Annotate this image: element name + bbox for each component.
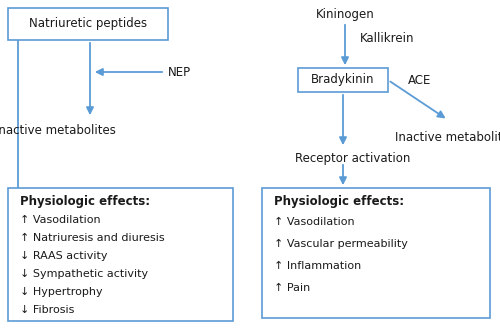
Text: ↑ Natriuresis and diuresis: ↑ Natriuresis and diuresis xyxy=(20,233,165,243)
Text: ↓ Fibrosis: ↓ Fibrosis xyxy=(20,305,74,315)
Text: Kallikrein: Kallikrein xyxy=(360,32,414,45)
Text: Physiologic effects:: Physiologic effects: xyxy=(20,196,150,208)
FancyBboxPatch shape xyxy=(8,188,233,321)
Text: ↓ Hypertrophy: ↓ Hypertrophy xyxy=(20,287,102,297)
Text: ↑ Pain: ↑ Pain xyxy=(274,283,310,293)
Text: ↑ Inflammation: ↑ Inflammation xyxy=(274,261,361,271)
Text: ↑ Vasodilation: ↑ Vasodilation xyxy=(20,215,100,225)
Text: ↑ Vasodilation: ↑ Vasodilation xyxy=(274,217,354,227)
Text: Kininogen: Kininogen xyxy=(316,8,374,21)
Text: ↑ Vascular permeability: ↑ Vascular permeability xyxy=(274,239,408,249)
Text: ↓ Sympathetic activity: ↓ Sympathetic activity xyxy=(20,269,148,279)
Text: Inactive metabolites: Inactive metabolites xyxy=(0,124,116,136)
Text: Bradykinin: Bradykinin xyxy=(311,73,375,86)
Text: Receptor activation: Receptor activation xyxy=(295,152,410,165)
Text: Inactive metabolites: Inactive metabolites xyxy=(395,131,500,144)
Text: Natriuretic peptides: Natriuretic peptides xyxy=(29,17,147,30)
Text: ACE: ACE xyxy=(408,73,432,86)
Text: NEP: NEP xyxy=(168,66,191,78)
Text: ↓ RAAS activity: ↓ RAAS activity xyxy=(20,251,108,261)
Bar xyxy=(298,68,388,92)
FancyBboxPatch shape xyxy=(8,8,168,40)
Text: Physiologic effects:: Physiologic effects: xyxy=(274,196,404,208)
FancyBboxPatch shape xyxy=(262,188,490,318)
